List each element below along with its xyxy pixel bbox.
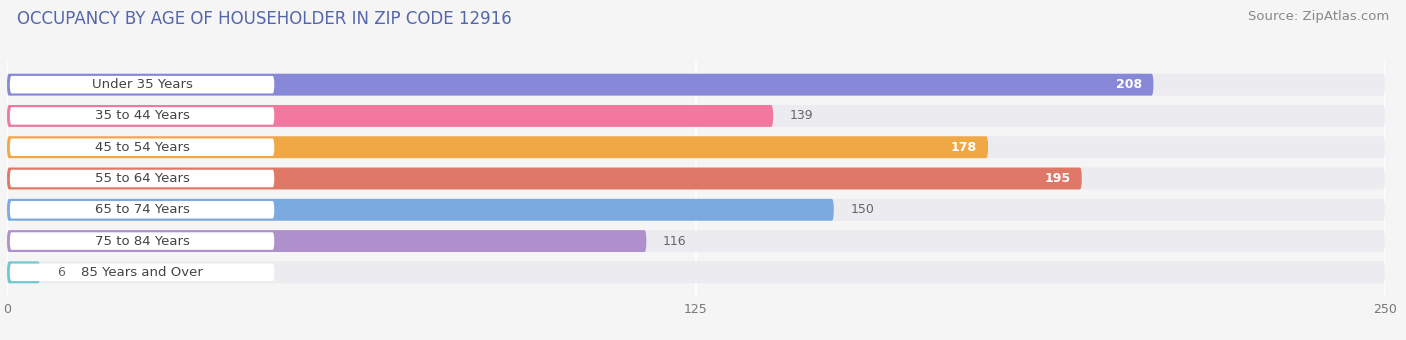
FancyBboxPatch shape — [10, 138, 274, 156]
Text: 85 Years and Over: 85 Years and Over — [82, 266, 202, 279]
FancyBboxPatch shape — [7, 105, 1385, 127]
Text: 139: 139 — [790, 109, 813, 122]
FancyBboxPatch shape — [7, 105, 773, 127]
FancyBboxPatch shape — [7, 230, 647, 252]
FancyBboxPatch shape — [10, 232, 274, 250]
Text: 75 to 84 Years: 75 to 84 Years — [94, 235, 190, 248]
Text: 65 to 74 Years: 65 to 74 Years — [94, 203, 190, 216]
FancyBboxPatch shape — [7, 199, 1385, 221]
FancyBboxPatch shape — [10, 107, 274, 125]
FancyBboxPatch shape — [7, 199, 834, 221]
Text: Under 35 Years: Under 35 Years — [91, 78, 193, 91]
FancyBboxPatch shape — [7, 136, 988, 158]
Text: 6: 6 — [56, 266, 65, 279]
FancyBboxPatch shape — [7, 74, 1385, 96]
FancyBboxPatch shape — [7, 168, 1081, 189]
Text: 195: 195 — [1045, 172, 1071, 185]
Text: 35 to 44 Years: 35 to 44 Years — [94, 109, 190, 122]
Text: Source: ZipAtlas.com: Source: ZipAtlas.com — [1249, 10, 1389, 23]
FancyBboxPatch shape — [7, 168, 1385, 189]
FancyBboxPatch shape — [7, 261, 1385, 283]
Text: OCCUPANCY BY AGE OF HOUSEHOLDER IN ZIP CODE 12916: OCCUPANCY BY AGE OF HOUSEHOLDER IN ZIP C… — [17, 10, 512, 28]
FancyBboxPatch shape — [10, 264, 274, 281]
Text: 208: 208 — [1116, 78, 1143, 91]
FancyBboxPatch shape — [10, 76, 274, 94]
Text: 45 to 54 Years: 45 to 54 Years — [94, 141, 190, 154]
Text: 116: 116 — [662, 235, 686, 248]
FancyBboxPatch shape — [7, 261, 41, 283]
FancyBboxPatch shape — [7, 230, 1385, 252]
FancyBboxPatch shape — [10, 201, 274, 219]
FancyBboxPatch shape — [7, 74, 1153, 96]
FancyBboxPatch shape — [10, 170, 274, 187]
Text: 150: 150 — [851, 203, 875, 216]
FancyBboxPatch shape — [7, 136, 1385, 158]
Text: 178: 178 — [950, 141, 977, 154]
Text: 55 to 64 Years: 55 to 64 Years — [94, 172, 190, 185]
